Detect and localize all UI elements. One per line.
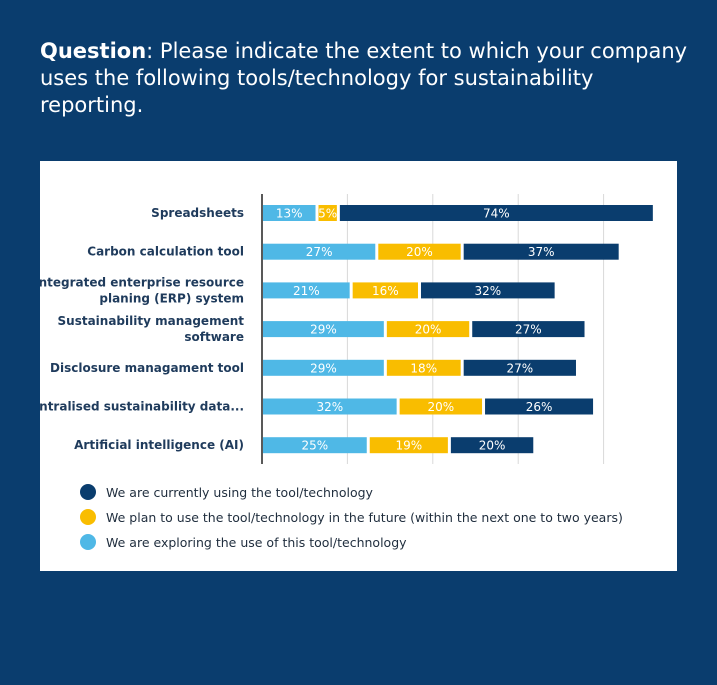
- bar-label-planning-4: 18%: [410, 361, 437, 375]
- bar-exploring-5: [263, 398, 397, 415]
- bar-label-exploring-6: 25%: [302, 439, 329, 453]
- bar-label-using-6: 20%: [479, 439, 506, 453]
- bar-label-using-1: 37%: [528, 245, 555, 259]
- bar-exploring-4: [263, 359, 384, 376]
- bar-label-exploring-5: 32%: [316, 400, 343, 414]
- bar-label-exploring-3: 29%: [310, 323, 337, 337]
- bar-exploring-6: [263, 437, 367, 454]
- question-lead: Question: [40, 39, 147, 63]
- bar-using-2: [420, 282, 555, 299]
- bar-using-6: [450, 437, 534, 454]
- bar-label-planning-3: 20%: [415, 323, 442, 337]
- bar-label-using-3: 27%: [515, 323, 542, 337]
- legend-label-exploring: We are exploring the use of this tool/te…: [106, 534, 407, 550]
- bar-planning-3: [386, 321, 470, 338]
- bar-label-planning-0: 5%: [318, 207, 337, 221]
- legend-item-exploring: We are exploring the use of this tool/te…: [80, 532, 407, 552]
- question-title: Question: Please indicate the extent to …: [40, 38, 690, 119]
- stacked-bar-chart: 13% 5% 74% Spreadsheets 27% 20% 37% Carbon calc…: [40, 194, 653, 464]
- category-label-5: Centralised sustainability data...: [40, 400, 244, 414]
- bar-planning-2: [352, 282, 418, 299]
- bar-using-4: [463, 359, 576, 376]
- bar-label-planning-6: 19%: [395, 439, 422, 453]
- bar-exploring-2: [263, 282, 350, 299]
- legend-item-using: We are currently using the tool/technolo…: [80, 482, 373, 502]
- bar-label-planning-2: 16%: [372, 284, 399, 298]
- bar-using-3: [472, 321, 585, 338]
- bar-label-exploring-1: 27%: [306, 245, 333, 259]
- bar-label-using-0: 74%: [483, 207, 510, 221]
- category-label-4: Disclosure managament tool: [50, 361, 244, 375]
- bar-using-0: [339, 205, 653, 221]
- category-label-2-line-0: Integrated enterprise resource: [40, 275, 244, 289]
- bar-planning-6: [369, 437, 448, 454]
- category-label-6: Artificial intelligence (AI): [74, 438, 244, 452]
- bar-planning-0: [318, 205, 337, 221]
- bar-label-exploring-4: 29%: [310, 361, 337, 375]
- bar-using-1: [463, 243, 619, 260]
- legend-dot-exploring: [80, 534, 96, 550]
- category-label-2-line-1: planing (ERP) system: [99, 291, 244, 305]
- category-label-1: Carbon calculation tool: [87, 245, 244, 259]
- bar-exploring-3: [263, 321, 384, 338]
- category-label-3-line-1: software: [184, 330, 244, 344]
- bar-planning-1: [378, 243, 461, 260]
- legend-dot-using: [80, 484, 96, 500]
- bar-label-planning-1: 20%: [406, 245, 433, 259]
- legend-label-using: We are currently using the tool/technolo…: [106, 484, 373, 500]
- bar-label-using-2: 32%: [474, 284, 501, 298]
- bar-label-planning-5: 20%: [428, 400, 455, 414]
- bar-planning-4: [386, 359, 461, 376]
- bar-exploring-0: [263, 205, 316, 221]
- legend-label-planning: We plan to use the tool/technology in th…: [106, 509, 623, 525]
- category-label-3-line-0: Sustainability management: [58, 314, 245, 328]
- bar-label-exploring-0: 13%: [276, 207, 303, 221]
- legend-dot-planning: [80, 509, 96, 525]
- bar-label-using-5: 26%: [526, 400, 553, 414]
- bar-planning-5: [399, 398, 483, 415]
- bar-exploring-1: [263, 243, 376, 260]
- bar-label-using-4: 27%: [506, 361, 533, 375]
- question-text: : Please indicate the extent to which yo…: [40, 39, 688, 117]
- bar-label-exploring-2: 21%: [293, 284, 320, 298]
- legend-item-planning: We plan to use the tool/technology in th…: [80, 507, 623, 527]
- category-label-0: Spreadsheets: [151, 206, 244, 220]
- chart-panel: 13% 5% 74% Spreadsheets 27% 20% 37% Carbon calc…: [40, 161, 677, 571]
- bar-using-5: [485, 398, 594, 415]
